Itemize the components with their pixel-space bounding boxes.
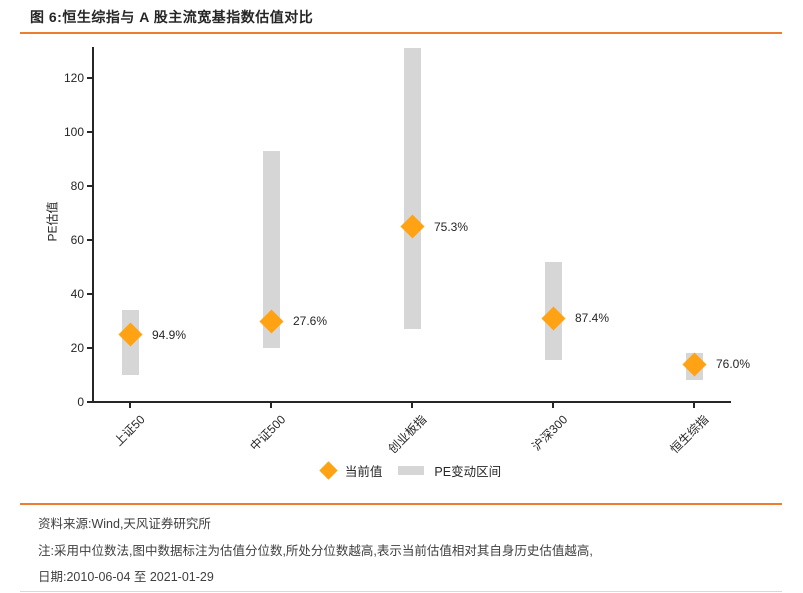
pe-range-bar (403, 48, 421, 330)
y-tick-label: 20 (70, 341, 84, 355)
x-tick-label: 上证50 (110, 412, 148, 449)
x-tick-mark (552, 402, 554, 408)
y-tick-label: 100 (63, 125, 84, 139)
percentile-annotation: 27.6% (293, 314, 328, 328)
figure-title: 图 6:恒生综指与 A 股主流宽基指数估值对比 (30, 9, 314, 25)
footer-accent-rule (20, 503, 782, 505)
x-tick-label: 沪深300 (529, 412, 571, 454)
data-source-text: 资料来源:Wind,天风证券研究所 (38, 517, 211, 531)
percentile-annotation: 94.9% (152, 327, 187, 342)
y-tick-mark (87, 239, 92, 241)
legend-label-current-value: 当前值 (344, 465, 383, 479)
diamond-swatch-icon (319, 461, 338, 480)
y-tick-label: 0 (77, 395, 84, 409)
percentile-annotation: 76.0% (716, 357, 751, 372)
legend-label-pe-range: PE变动区间 (434, 465, 502, 479)
y-tick-mark (87, 77, 92, 79)
y-tick-mark (87, 185, 92, 187)
x-tick-mark (129, 402, 131, 408)
legend: 当前值 PE变动区间 (92, 461, 731, 480)
pe-range-bar (262, 150, 280, 348)
date-range-text: 日期:2010-06-04 至 2021-01-29 (38, 570, 214, 584)
page-bottom-divider (20, 591, 782, 592)
y-tick-mark (87, 293, 92, 295)
title-accent-rule (20, 32, 782, 34)
y-tick-label: 60 (70, 233, 84, 247)
y-axis-spine (92, 47, 94, 402)
x-tick-label: 创业板指 (385, 412, 430, 457)
y-tick-mark (87, 131, 92, 133)
legend-item-pe-range: PE变动区间 (398, 461, 501, 480)
x-tick-label: 恒生综指 (667, 412, 712, 457)
y-tick-mark (87, 401, 92, 403)
legend-item-current-value: 当前值 (319, 461, 383, 480)
y-tick-label: 120 (63, 71, 84, 85)
percentile-annotation: 75.3% (434, 219, 469, 234)
methodology-note-text: 注:采用中位数法,图中数据标注为估值分位数,所处分位数越高,表示当前估值相对其自… (38, 544, 593, 558)
x-axis-spine (92, 401, 731, 403)
x-tick-label: 中证500 (247, 412, 289, 454)
percentile-annotation: 87.4% (575, 311, 610, 326)
x-tick-mark (411, 402, 413, 408)
y-tick-label: 80 (70, 179, 84, 193)
y-tick-mark (87, 347, 92, 349)
x-tick-mark (693, 402, 695, 408)
y-tick-label: 40 (70, 287, 84, 301)
bar-swatch-icon (398, 466, 425, 475)
x-tick-mark (270, 402, 272, 408)
